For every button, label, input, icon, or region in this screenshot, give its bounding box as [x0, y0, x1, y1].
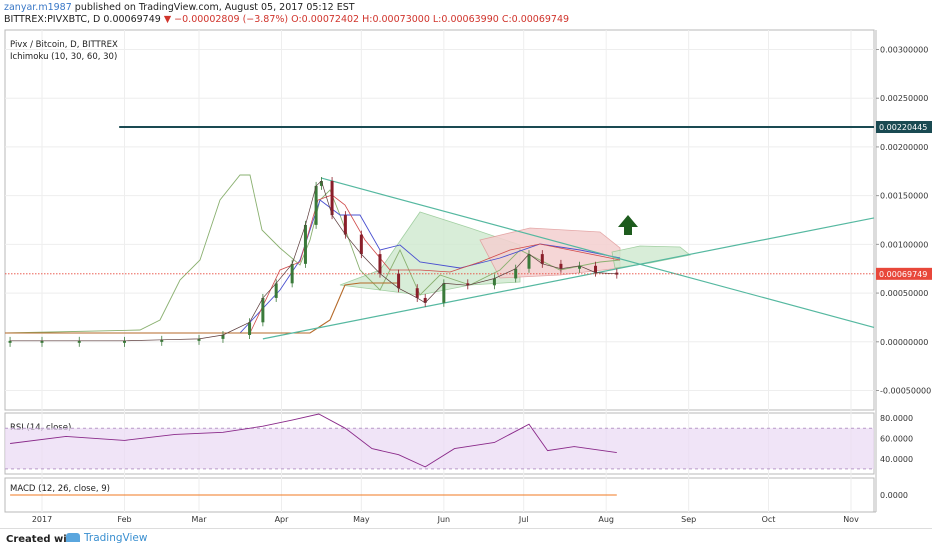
candle-body: [274, 283, 278, 298]
created-with-text: Created with: [6, 534, 79, 545]
y-tick-label: -0.00050000: [880, 387, 931, 396]
footer: Created with TradingView: [0, 528, 932, 551]
published-text: published on TradingView.com, August 05,…: [74, 2, 355, 13]
candle-body: [290, 263, 294, 284]
resistance-price-label: 0.00220445: [879, 123, 927, 132]
legend-rsi: RSI (14, close): [10, 423, 71, 433]
x-tick-label: Jul: [518, 515, 529, 524]
up-arrow-icon: [618, 215, 638, 235]
candle-body: [397, 273, 401, 289]
change-text: ▼ −0.00002809 (−3.87%): [163, 14, 289, 25]
x-tick-label: 2017: [32, 515, 52, 524]
price-close-line: [10, 180, 617, 342]
candle-body: [221, 334, 225, 339]
legend-pair: Pivx / Bitcoin, D, BITTREX: [10, 40, 118, 50]
x-tick-label: Sep: [681, 515, 696, 524]
y-tick-label: 0.00000000: [880, 338, 928, 347]
header-line-1: zanyar.m1987 published on TradingView.co…: [4, 2, 355, 14]
resistance-price-box: [876, 121, 932, 134]
rsi-line: [10, 413, 617, 468]
candle-body: [314, 185, 318, 225]
tradingview-logo-icon: [66, 533, 80, 542]
candle-body: [8, 340, 12, 343]
x-tick-label: May: [353, 515, 370, 524]
author-link[interactable]: zanyar.m1987: [4, 2, 72, 13]
candle-body: [197, 338, 201, 341]
candle-body: [540, 254, 544, 264]
candle-body: [330, 181, 334, 216]
candle-body: [248, 322, 252, 335]
chikou-span-line: [4, 174, 621, 334]
candle-body: [415, 288, 419, 298]
candle-body: [40, 340, 44, 343]
symbol-text: BITTREX:PIVXBTC, D: [4, 14, 101, 25]
candle-body: [492, 278, 496, 286]
x-tick-label: Nov: [843, 515, 859, 524]
tradingview-brand[interactable]: TradingView: [66, 532, 147, 544]
candle-body: [578, 265, 582, 269]
last-price-text: 0.00069749: [103, 14, 161, 25]
candle-body: [466, 283, 470, 286]
candle-body: [261, 297, 265, 323]
upper-trendline: [321, 177, 875, 329]
rsi-tick-label: 60.0000: [880, 434, 913, 443]
candle-body: [442, 283, 446, 303]
y-tick-label: 0.00250000: [880, 94, 928, 103]
candle-body: [594, 265, 598, 273]
candle-body: [527, 254, 531, 269]
x-tick-label: Aug: [598, 515, 614, 524]
y-tick-label: 0.00150000: [880, 192, 928, 201]
y-tick-label: 0.00050000: [880, 289, 928, 298]
legend-macd: MACD (12, 26, close, 9): [10, 484, 110, 494]
kijun-line: [5, 199, 621, 334]
macd-tick-label: 0.0000: [880, 491, 908, 500]
candle-body: [303, 224, 307, 264]
header-line-2: BITTREX:PIVXBTC, D 0.00069749 ▼ −0.00002…: [4, 14, 569, 26]
candle-body: [77, 340, 81, 343]
legend-indicator: Ichimoku (10, 30, 60, 30): [10, 52, 117, 62]
price-panel-frame: [4, 29, 875, 411]
x-tick-label: Feb: [117, 515, 131, 524]
candle-body: [423, 297, 427, 303]
tradingview-label: TradingView: [84, 532, 148, 544]
x-tick-label: Oct: [762, 515, 776, 524]
rsi-tick-label: 40.0000: [880, 455, 913, 464]
candle-body: [559, 263, 563, 269]
x-tick-label: Mar: [191, 515, 207, 524]
candle-body: [343, 215, 347, 235]
candle-body: [319, 181, 323, 186]
x-tick-label: Jun: [437, 515, 451, 524]
lower-trendline: [262, 217, 875, 340]
candle-body: [514, 268, 518, 279]
last-price-label: 0.00069749: [879, 270, 927, 279]
last-price-box: [876, 267, 932, 280]
y-tick-label: 0.00300000: [880, 45, 928, 54]
candle-body: [615, 272, 619, 275]
senkou-base-line: [5, 282, 400, 334]
rsi-band: [5, 428, 874, 469]
y-tick-label: 0.00200000: [880, 143, 928, 152]
candle-body: [378, 254, 382, 274]
x-tick-label: Apr: [275, 515, 290, 524]
ohlc-text: O:0.00072402 H:0.00073000 L:0.00063990 C…: [291, 14, 570, 25]
candle-body: [160, 339, 164, 342]
candle-body: [122, 340, 126, 343]
candle-body: [359, 234, 363, 255]
y-tick-label: 0.00100000: [880, 240, 928, 249]
rsi-tick-label: 80.0000: [880, 414, 913, 423]
